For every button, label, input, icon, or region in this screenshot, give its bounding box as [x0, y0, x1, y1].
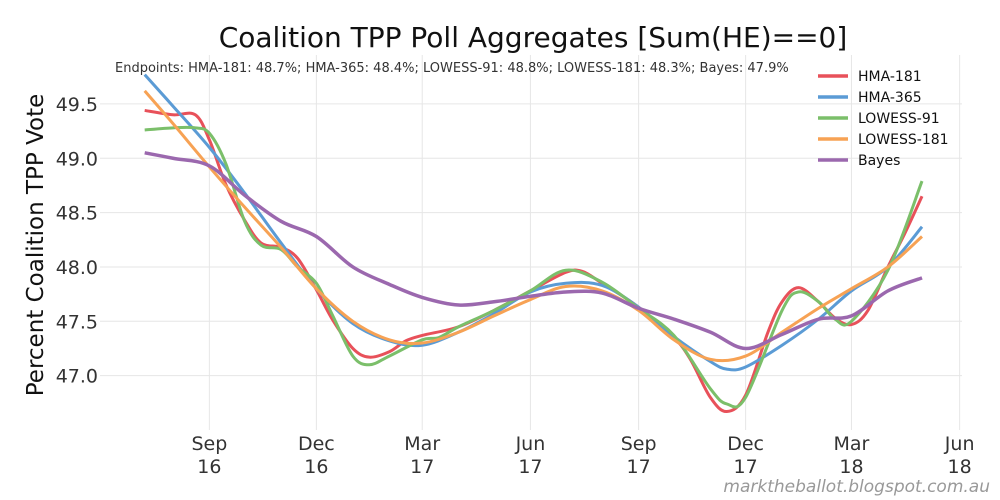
y-axis-label: Percent Coalition TPP Vote	[23, 94, 49, 397]
x-tick-label-year: 17	[627, 456, 651, 478]
endpoints-annotation: Endpoints: HMA-181: 48.7%; HMA-365: 48.4…	[115, 61, 789, 76]
series-line-lowess-91	[144, 125, 924, 409]
legend-label: LOWESS-91	[858, 111, 940, 127]
y-tick-label: 47.5	[56, 311, 98, 333]
series-line-hma-181	[144, 108, 924, 414]
grid	[100, 55, 962, 430]
x-tick-label-month: Mar	[404, 433, 440, 455]
legend-label: Bayes	[858, 153, 900, 169]
x-tick-label-year: 16	[304, 456, 328, 478]
legend: HMA-181 HMA-365 LOWESS-91 LOWESS-181 Bayes	[818, 69, 949, 169]
legend-label: LOWESS-181	[858, 132, 949, 148]
x-tick-label-month: Jun	[515, 433, 546, 455]
x-tick-label-year: 17	[734, 456, 758, 478]
y-tick-label: 49.0	[56, 148, 98, 170]
x-tick-label-year: 17	[410, 456, 434, 478]
x-tick-label-month: Dec	[727, 433, 764, 455]
legend-label: HMA-181	[858, 69, 922, 85]
series-line-hma-365	[143, 73, 924, 372]
tick-labels: 47.047.548.048.549.049.5Sep16Dec16Mar17J…	[56, 94, 975, 478]
legend-label: HMA-365	[858, 90, 922, 106]
x-tick-label-month: Sep	[621, 433, 657, 455]
chart-title: Coalition TPP Poll Aggregates [Sum(HE)==…	[219, 21, 848, 54]
x-tick-label-year: 16	[197, 456, 221, 478]
x-tick-label-month: Sep	[191, 433, 227, 455]
x-tick-label-year: 17	[518, 456, 542, 478]
y-tick-label: 48.5	[56, 203, 98, 225]
credit-text: marktheballot.blogspot.com.au	[723, 477, 990, 497]
x-tick-label-month: Jun	[944, 433, 975, 455]
x-tick-label-month: Dec	[298, 433, 335, 455]
series-lines	[143, 73, 924, 414]
y-tick-label: 47.0	[56, 366, 98, 388]
y-tick-label: 49.5	[56, 94, 98, 116]
y-tick-label: 48.0	[56, 257, 98, 279]
x-tick-label-year: 18	[839, 456, 863, 478]
x-tick-label-month: Mar	[834, 433, 870, 455]
x-tick-label-year: 18	[948, 456, 972, 478]
series-line-bayes	[144, 151, 923, 351]
series-line-lowess-181	[143, 89, 924, 363]
